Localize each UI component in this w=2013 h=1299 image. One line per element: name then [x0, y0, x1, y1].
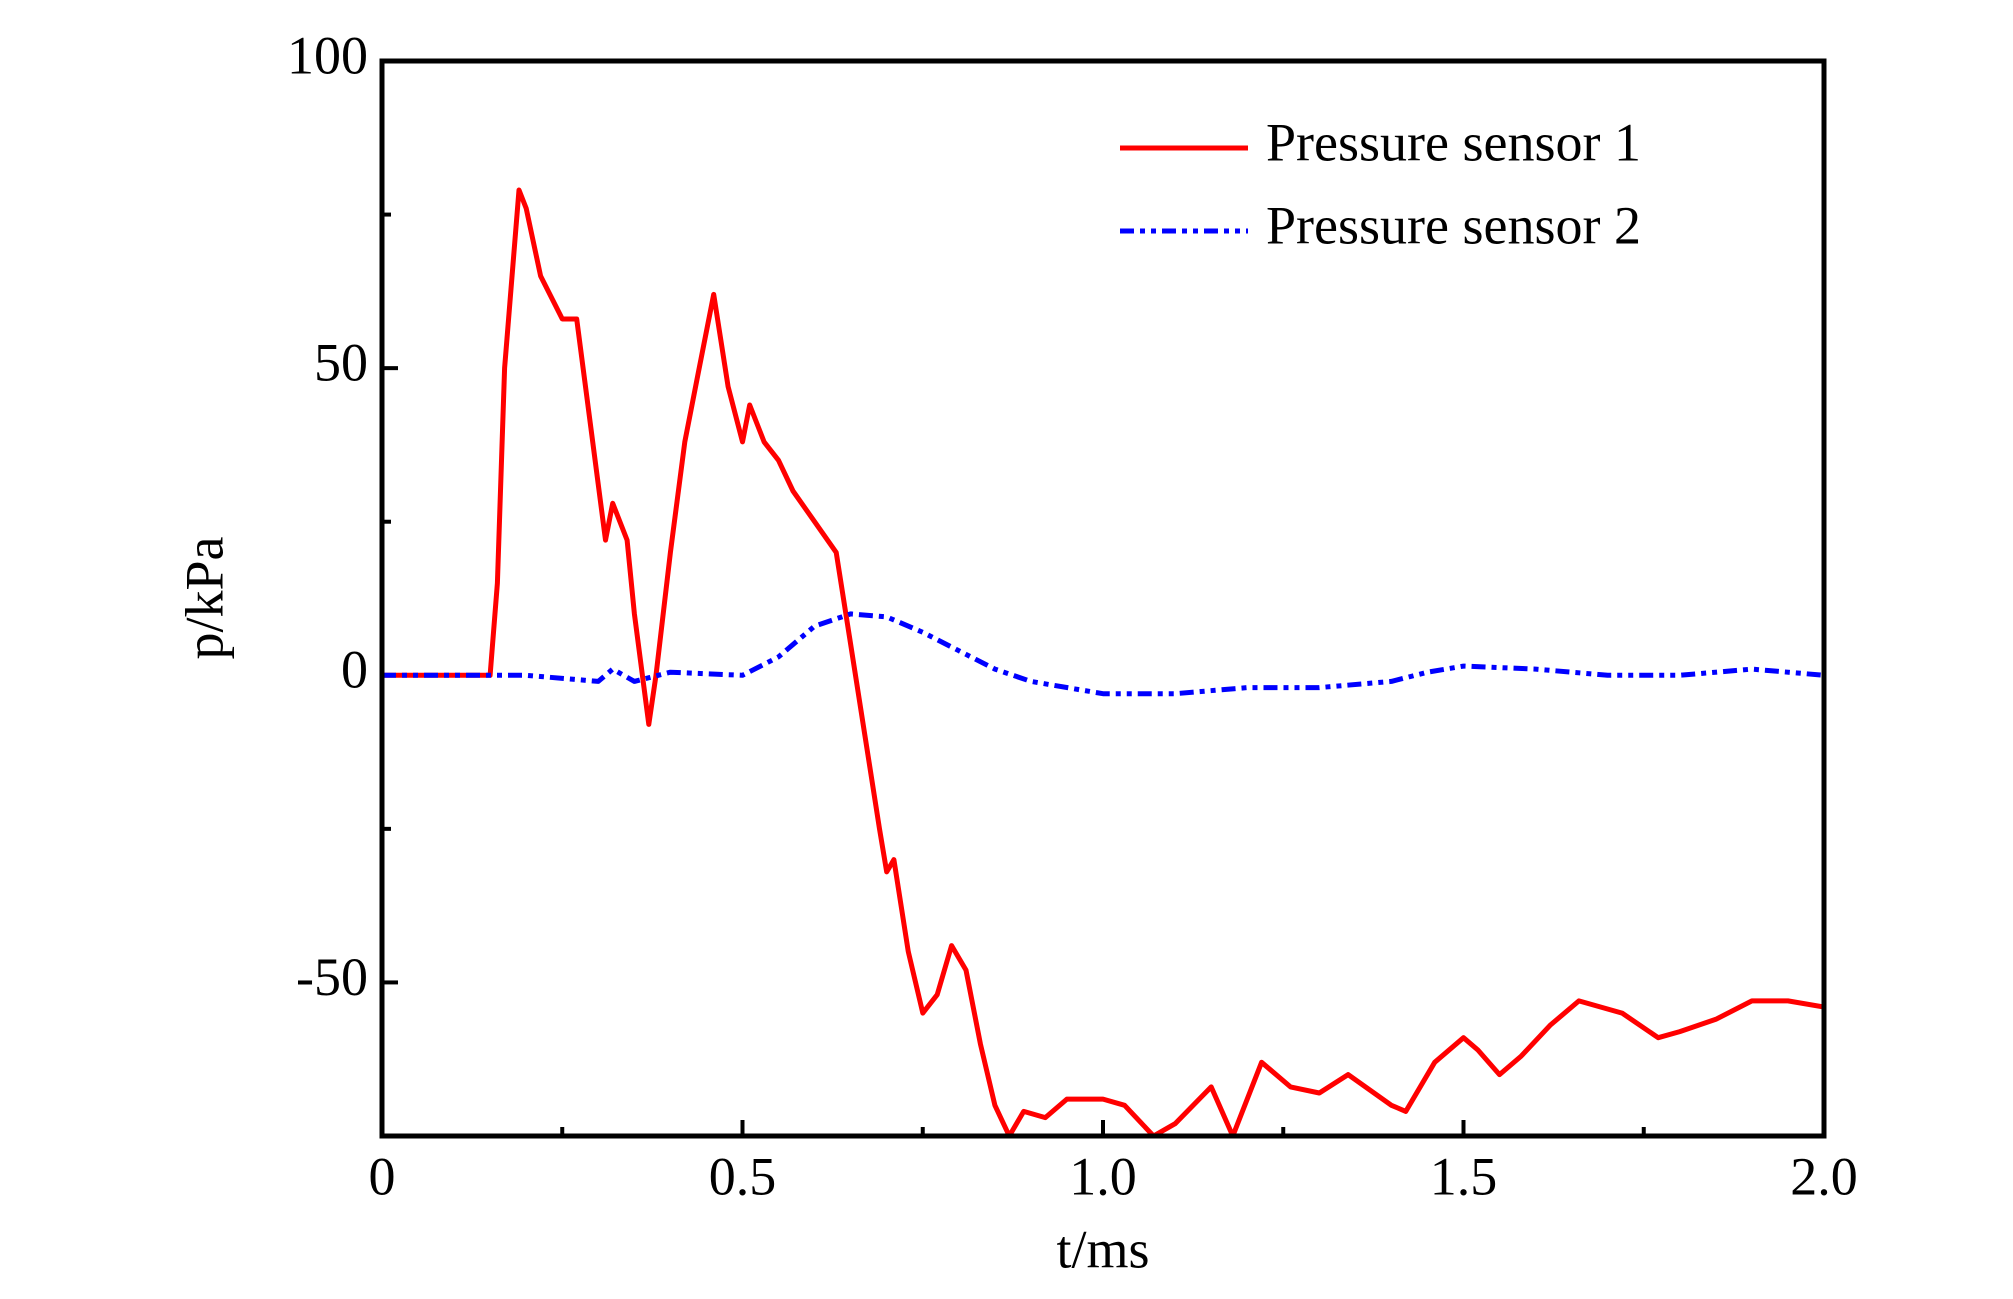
y-tick-label: 0	[341, 640, 368, 700]
x-tick-label: 1.5	[1430, 1146, 1498, 1206]
data-line	[382, 611, 1824, 697]
y-tick-label: 100	[287, 25, 368, 85]
plot-frame	[379, 58, 1827, 1139]
legend-label: Pressure sensor 1	[1266, 112, 1641, 172]
y-axis-label: p/kPa	[174, 536, 234, 659]
data-line	[382, 187, 1824, 1136]
y-tick-label: 50	[314, 333, 368, 393]
y-tick-label: -50	[296, 947, 368, 1007]
x-tick-label: 0.5	[709, 1146, 777, 1206]
x-axis-label: t/ms	[1056, 1219, 1149, 1279]
legend-label: Pressure sensor 2	[1266, 195, 1641, 255]
x-tick-label: 1.0	[1069, 1146, 1137, 1206]
x-tick-label: 0	[369, 1146, 396, 1206]
x-tick-label: 2.0	[1790, 1146, 1858, 1206]
